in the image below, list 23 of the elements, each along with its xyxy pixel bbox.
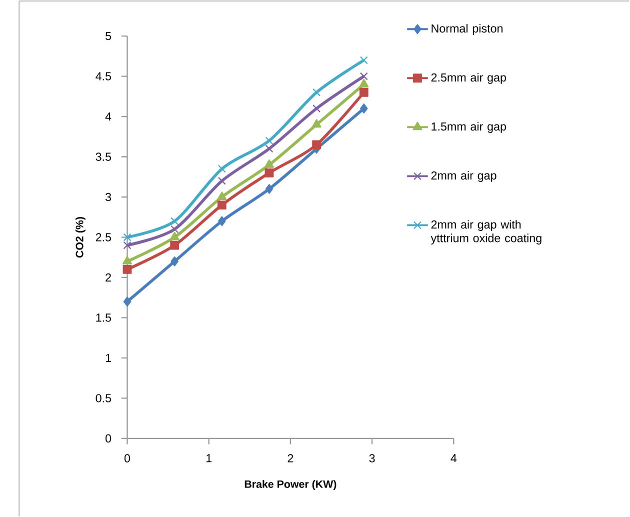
legend-label: Normal piston: [432, 24, 502, 35]
y-tick-label: 3.5: [96, 152, 112, 161]
y-tick-label: 5: [106, 32, 112, 40]
y-tick-label: 4: [105, 112, 112, 121]
y-tick-label: 4.5: [96, 72, 112, 80]
legend-label: 2mm air gap with ytttrium oxide coating: [430, 220, 542, 245]
x-axis-title: Brake Power (KW): [244, 480, 336, 490]
y-tick-label: 0.5: [96, 394, 112, 402]
y-tick-label: 2.5: [96, 233, 112, 242]
y-tick-label: 2: [106, 273, 111, 282]
legend-label: 2.5mm air gap: [431, 73, 506, 84]
y-tick-label: 1: [106, 354, 111, 362]
legend-label: 2mm air gap: [431, 171, 496, 182]
x-tick-label: 3: [369, 454, 375, 462]
legend-label: 1.5mm air gap: [432, 122, 506, 133]
y-tick-label: 3: [106, 192, 112, 202]
y-tick-label: 1.5: [96, 314, 112, 322]
x-tick-label: 1: [206, 454, 212, 462]
x-tick-label: 0: [124, 454, 130, 462]
y-axis-title: CO2 (%): [75, 217, 86, 258]
x-tick-label: 2: [288, 454, 294, 462]
x-tick-label: 4: [450, 454, 457, 462]
y-tick-label: 0: [106, 434, 112, 443]
